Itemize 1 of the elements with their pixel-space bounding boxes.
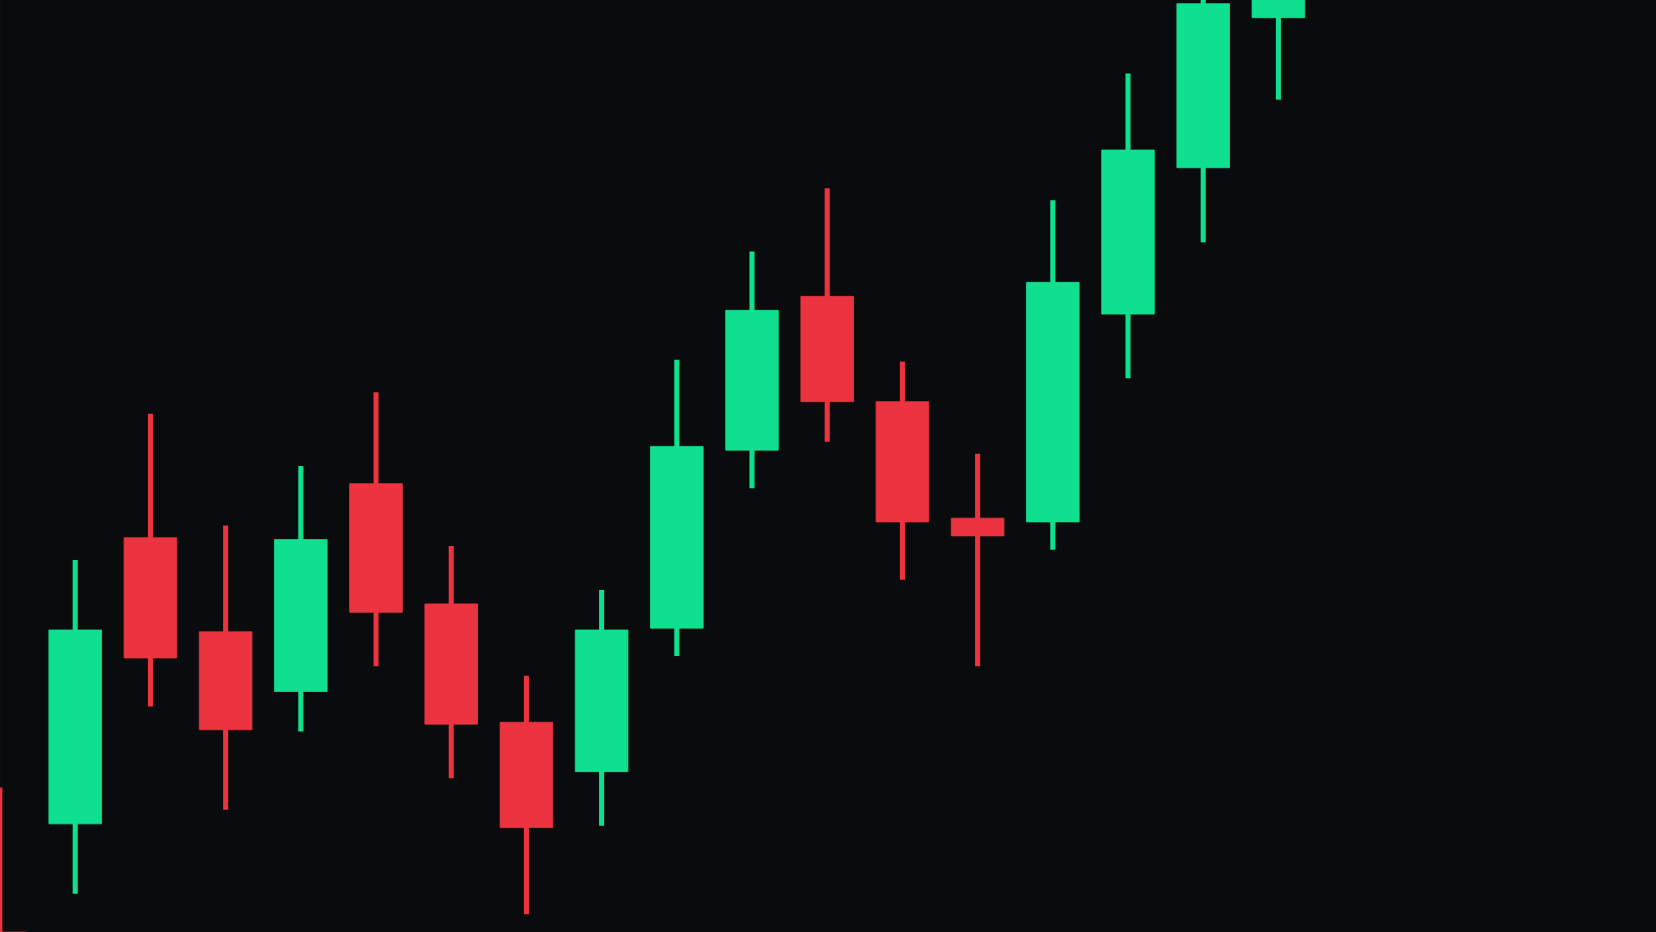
candlestick bbox=[950, 451, 1005, 669]
